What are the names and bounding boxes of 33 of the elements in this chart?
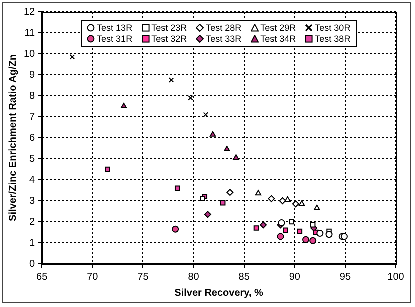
legend-label: Test 31R (96, 34, 133, 44)
y-tick-label: 1 (30, 238, 36, 249)
y-tick-label: 5 (30, 154, 36, 165)
y-tick-label: 2 (30, 216, 36, 228)
legend-label: Test 34R (260, 34, 296, 44)
y-tick-label: 12 (24, 6, 36, 18)
legend-label: Test 28R (205, 23, 242, 33)
y-tick-label: 9 (30, 70, 36, 81)
x-tick-label: 75 (138, 272, 150, 283)
x-tick-label: 80 (188, 272, 200, 283)
y-tick-label: 6 (30, 132, 36, 144)
x-tick-label: 100 (388, 272, 405, 283)
y-tick-label: 8 (30, 90, 36, 102)
legend-label: Test 30R (314, 23, 351, 33)
x-tick-label: 95 (340, 272, 352, 283)
legend-label: Test 38R (314, 34, 351, 44)
y-tick-label: 3 (30, 196, 36, 207)
x-tick-label: 90 (289, 272, 301, 283)
legend-label: Test 13R (96, 23, 133, 33)
y-axis-title: Silver/Zinc Enrichment Ratio Ag/Zn (8, 54, 19, 222)
legend-label: Test 23R (150, 23, 188, 33)
y-tick-label: 7 (30, 112, 36, 123)
legend-label: Test 32R (150, 34, 188, 44)
y-tick-label: 11 (24, 28, 36, 39)
y-tick-label: 10 (24, 48, 36, 60)
x-tick-label: 65 (36, 272, 48, 283)
legend-label: Test 29R (260, 23, 296, 33)
x-tick-label: 70 (87, 272, 99, 283)
x-tick-label: 85 (238, 272, 250, 283)
x-axis-title: Silver Recovery, % (174, 288, 264, 299)
legend-label: Test 33R (205, 34, 242, 44)
y-tick-label: 4 (30, 174, 36, 186)
y-tick-label: 0 (30, 258, 36, 270)
